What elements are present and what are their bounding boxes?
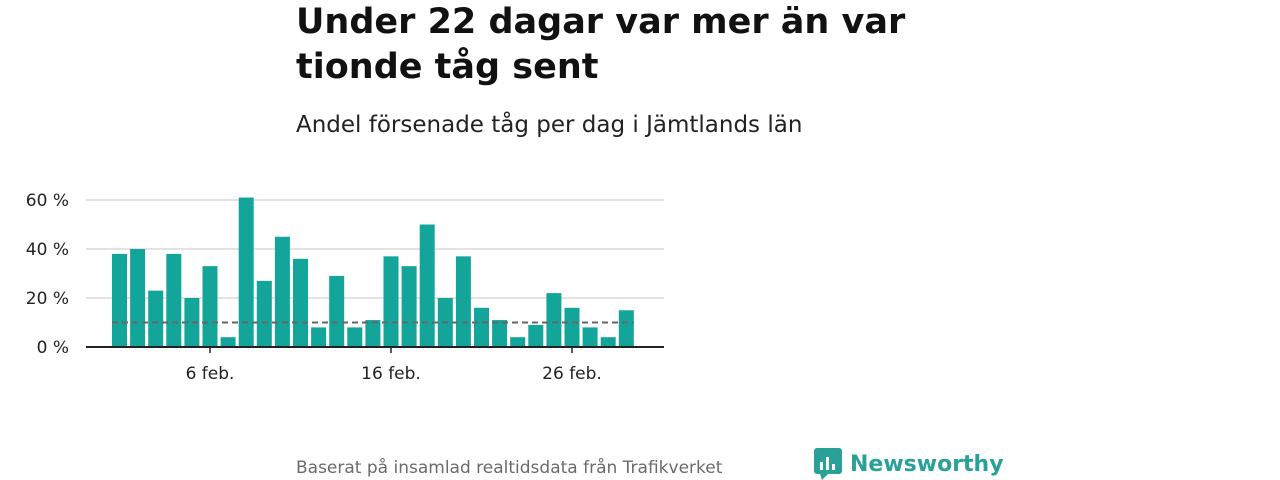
chart-title: Under 22 dagar var mer än var tionde tåg… bbox=[296, 2, 906, 87]
bar bbox=[510, 337, 526, 347]
bar bbox=[256, 280, 272, 347]
y-tick-label: 20 % bbox=[26, 289, 69, 309]
brand-name: Newsworthy bbox=[850, 451, 1004, 477]
y-tick-label: 40 % bbox=[26, 240, 69, 260]
chart-container: Under 22 dagar var mer än var tionde tåg… bbox=[296, 0, 1004, 480]
bar bbox=[202, 266, 218, 347]
bar bbox=[564, 307, 580, 347]
bar bbox=[311, 327, 327, 347]
bar bbox=[419, 224, 435, 347]
source-note: Baserat på insamlad realtidsdata från Tr… bbox=[296, 458, 723, 478]
bar bbox=[293, 258, 308, 347]
bars bbox=[112, 197, 634, 347]
y-tick-label: 0 % bbox=[37, 338, 69, 358]
newsworthy-logo-icon bbox=[814, 448, 842, 480]
x-axis-ticks: 6 feb. 16 feb. 26 feb. bbox=[186, 347, 602, 384]
bar-chart: 0 % 20 % 40 % 60 % 6 feb. 16 feb. 26 feb. bbox=[26, 191, 664, 384]
bar bbox=[474, 307, 489, 347]
bar bbox=[492, 320, 508, 347]
bar bbox=[238, 197, 254, 347]
y-tick-label: 60 % bbox=[26, 191, 69, 211]
bar bbox=[383, 256, 399, 347]
bar bbox=[274, 236, 290, 347]
bar bbox=[166, 253, 182, 347]
brand-logo: Newsworthy bbox=[814, 447, 1004, 480]
bar bbox=[130, 249, 146, 347]
bar bbox=[528, 324, 544, 347]
bar bbox=[401, 266, 417, 347]
bar bbox=[455, 256, 471, 347]
bar bbox=[184, 298, 200, 347]
x-tick-label: 6 feb. bbox=[186, 364, 235, 384]
grid-lines bbox=[86, 199, 664, 299]
chart-subtitle: Andel försenade tåg per dag i Jämtlands … bbox=[296, 112, 803, 138]
bar bbox=[618, 310, 634, 347]
bar bbox=[220, 337, 236, 347]
bar bbox=[582, 327, 598, 347]
bar bbox=[112, 253, 127, 347]
bar bbox=[365, 320, 381, 347]
x-tick-label: 16 feb. bbox=[361, 364, 421, 384]
x-tick-label: 26 feb. bbox=[542, 364, 602, 384]
bar bbox=[148, 290, 164, 347]
bar bbox=[329, 275, 345, 347]
bar bbox=[600, 337, 616, 347]
y-axis-ticks: 0 % 20 % 40 % 60 % bbox=[26, 191, 69, 358]
bar bbox=[347, 327, 363, 347]
bar bbox=[546, 293, 562, 347]
